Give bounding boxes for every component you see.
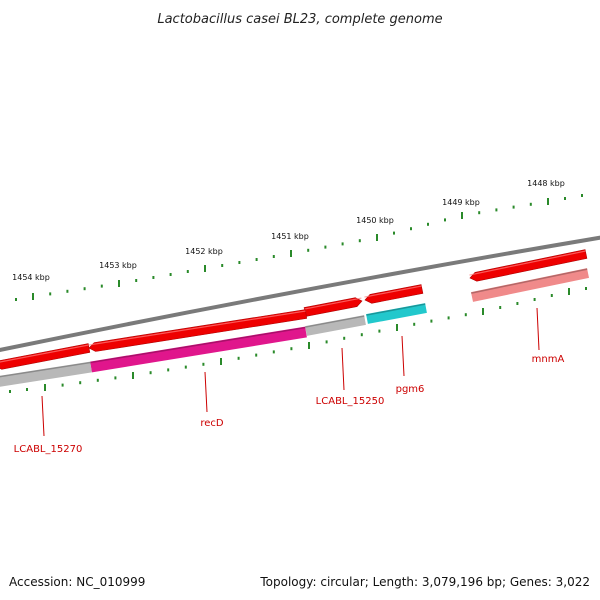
kbp-label: 1449 kbp	[442, 198, 480, 207]
gene-labels: mnmA pgm6 LCABL_15250 recD LCABL_15270	[14, 354, 565, 455]
scale-labels: 1448 kbp 1449 kbp 1450 kbp 1451 kbp 1452 kbp…	[12, 179, 565, 282]
topology-text: Topology: circular; Length: 3,079,196 bp…	[259, 575, 590, 589]
gene-label-lines	[41, 307, 540, 437]
map-title: Lactobacillus casei BL23, complete genom…	[157, 12, 442, 27]
gene-label-lcabl_15250[interactable]: LCABL_15250	[316, 396, 385, 407]
kbp-label: 1450 kbp	[356, 216, 394, 225]
gene-label-mnma[interactable]: mnmA	[532, 354, 565, 365]
feature-bar-lcabl_15250[interactable]	[305, 315, 366, 336]
scale-ticks	[9, 194, 587, 393]
kbp-label: 1452 kbp	[185, 247, 223, 256]
feature-track	[0, 268, 589, 387]
feature-bar-shade	[471, 268, 588, 294]
gene-arrow-highlight	[0, 344, 89, 363]
gene-label-lcabl_15270[interactable]: LCABL_15270	[14, 444, 83, 455]
feature-bar-mnma[interactable]	[471, 268, 589, 302]
kbp-label: 1451 kbp	[271, 232, 309, 241]
kbp-label: 1454 kbp	[12, 273, 50, 282]
label-line-lcabl_15250	[341, 347, 345, 391]
feature-bar-pgm6[interactable]	[366, 303, 427, 324]
gene-arrow-pgm6[interactable]	[364, 284, 424, 304]
genome-backbone	[0, 235, 600, 352]
gene-arrow-mnma[interactable]	[469, 249, 588, 282]
gene-label-recd[interactable]: recD	[200, 418, 224, 429]
feature-bar-shade	[366, 303, 426, 316]
feature-bar-recd[interactable]	[90, 326, 307, 373]
gene-arrow-highlight	[469, 250, 586, 276]
label-line-lcabl_15270	[41, 395, 45, 437]
kbp-label: 1453 kbp	[99, 261, 137, 270]
gene-arrow-highlight	[364, 285, 422, 298]
label-line-pgm6	[401, 335, 405, 377]
kbp-label: 1448 kbp	[527, 179, 565, 188]
feature-bar-shade	[0, 361, 91, 378]
label-line-recd	[204, 371, 208, 413]
feature-bar-shade	[90, 326, 306, 364]
gene-label-pgm6[interactable]: pgm6	[396, 384, 425, 395]
gene-arrow-recd[interactable]	[88, 309, 308, 352]
gene-arrow-lcabl_15270[interactable]	[0, 343, 91, 370]
accession-text: Accession: NC_010999	[9, 575, 145, 589]
label-line-mnma	[536, 307, 540, 351]
gene-arrow-highlight	[304, 297, 362, 310]
feature-bar-lcabl_15270[interactable]	[0, 361, 92, 388]
gene-track	[0, 249, 588, 370]
gene-arrow-highlight	[88, 310, 306, 346]
feature-bar-shade	[305, 315, 365, 328]
